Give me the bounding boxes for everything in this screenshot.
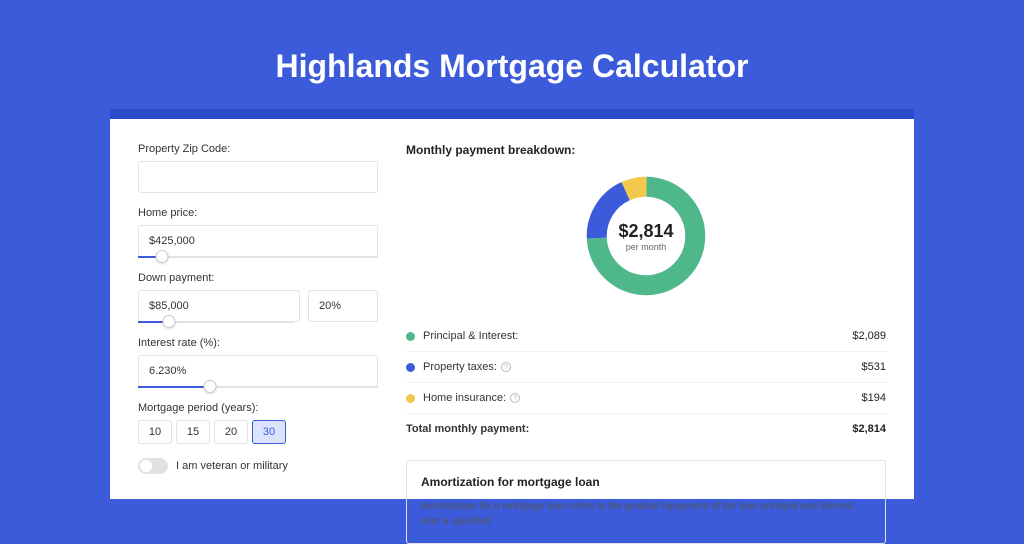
period-buttons: 10152030	[138, 420, 378, 444]
info-icon[interactable]: ?	[510, 393, 520, 403]
zip-input[interactable]	[138, 161, 378, 193]
info-icon[interactable]: ?	[501, 362, 511, 372]
interest-rate-slider[interactable]	[138, 386, 378, 388]
down-payment-slider[interactable]	[138, 321, 294, 323]
zip-label: Property Zip Code:	[138, 143, 378, 155]
veteran-row: I am veteran or military	[138, 458, 378, 474]
donut-chart: $2,814 per month	[581, 171, 711, 301]
amortization-text: Amortization for a mortgage loan refers …	[421, 499, 871, 529]
breakdown-column: Monthly payment breakdown: $2,814 per mo…	[406, 143, 886, 499]
header-bar	[110, 109, 914, 119]
legend-value: $2,089	[852, 330, 886, 342]
veteran-toggle[interactable]	[138, 458, 168, 474]
interest-rate-label: Interest rate (%):	[138, 337, 378, 349]
donut-amount: $2,814	[618, 221, 673, 242]
home-price-input[interactable]	[138, 225, 378, 257]
period-field: Mortgage period (years): 10152030	[138, 402, 378, 444]
down-payment-percent-input[interactable]	[308, 290, 378, 322]
period-btn-30[interactable]: 30	[252, 420, 286, 444]
legend-label: Home insurance:?	[423, 392, 862, 404]
home-price-label: Home price:	[138, 207, 378, 219]
donut-center: $2,814 per month	[581, 171, 711, 301]
period-btn-15[interactable]: 15	[176, 420, 210, 444]
slider-thumb[interactable]	[163, 315, 176, 328]
down-payment-amount-input[interactable]	[138, 290, 300, 322]
legend-label: Property taxes:?	[423, 361, 862, 373]
veteran-label: I am veteran or military	[176, 460, 288, 472]
donut-sub: per month	[626, 242, 667, 252]
total-row: Total monthly payment: $2,814	[406, 414, 886, 444]
zip-field: Property Zip Code:	[138, 143, 378, 193]
interest-rate-input[interactable]	[138, 355, 378, 387]
toggle-knob	[140, 460, 152, 472]
donut-container: $2,814 per month	[406, 171, 886, 301]
interest-rate-field: Interest rate (%):	[138, 337, 378, 388]
legend-row: Property taxes:?$531	[406, 352, 886, 383]
legend-row: Principal & Interest:$2,089	[406, 321, 886, 352]
legend-value: $531	[862, 361, 886, 373]
period-btn-10[interactable]: 10	[138, 420, 172, 444]
home-price-slider[interactable]	[138, 256, 378, 258]
legend-dot	[406, 394, 415, 403]
legend-dot	[406, 363, 415, 372]
down-payment-field: Down payment:	[138, 272, 378, 323]
total-value: $2,814	[852, 423, 886, 435]
legend-dot	[406, 332, 415, 341]
calculator-card: Property Zip Code: Home price: Down paym…	[110, 119, 914, 499]
amortization-title: Amortization for mortgage loan	[421, 475, 871, 489]
period-label: Mortgage period (years):	[138, 402, 378, 414]
total-label: Total monthly payment:	[406, 423, 852, 435]
breakdown-heading: Monthly payment breakdown:	[406, 143, 886, 157]
legend: Principal & Interest:$2,089Property taxe…	[406, 321, 886, 414]
page-title: Highlands Mortgage Calculator	[0, 0, 1024, 109]
card-container: Property Zip Code: Home price: Down paym…	[0, 109, 1024, 499]
legend-label: Principal & Interest:	[423, 330, 852, 342]
home-price-field: Home price:	[138, 207, 378, 258]
slider-thumb[interactable]	[156, 250, 169, 263]
slider-thumb[interactable]	[204, 380, 217, 393]
period-btn-20[interactable]: 20	[214, 420, 248, 444]
down-payment-label: Down payment:	[138, 272, 378, 284]
legend-row: Home insurance:?$194	[406, 383, 886, 414]
legend-value: $194	[862, 392, 886, 404]
amortization-box: Amortization for mortgage loan Amortizat…	[406, 460, 886, 544]
inputs-column: Property Zip Code: Home price: Down paym…	[138, 143, 378, 499]
